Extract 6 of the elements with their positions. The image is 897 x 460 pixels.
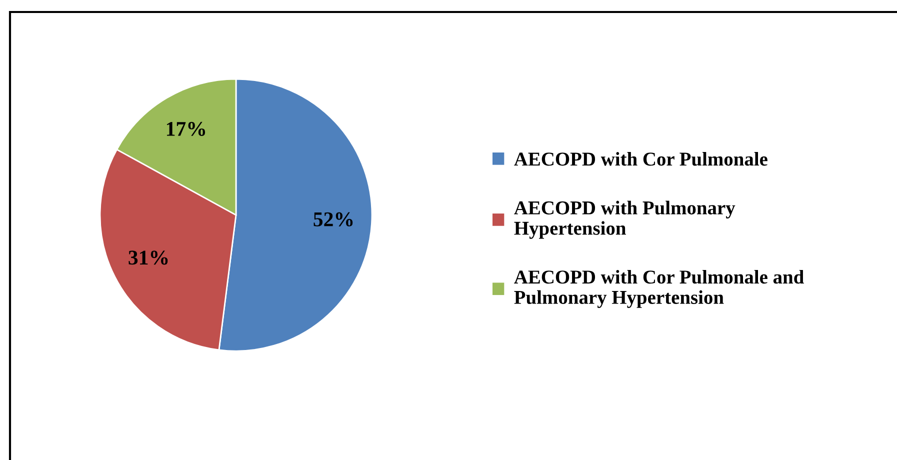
data-label: 17% bbox=[166, 122, 206, 136]
data-label: 31% bbox=[128, 250, 168, 265]
data-label: 52% bbox=[314, 212, 353, 226]
legend-label: AECOPD with Pulmonary Hypertension bbox=[514, 200, 736, 239]
legend-label: AECOPD with Cor Pulmonale bbox=[514, 152, 768, 166]
legend-label: AECOPD with Cor Pulmonale and Pulmonary Hypertension bbox=[514, 270, 804, 308]
